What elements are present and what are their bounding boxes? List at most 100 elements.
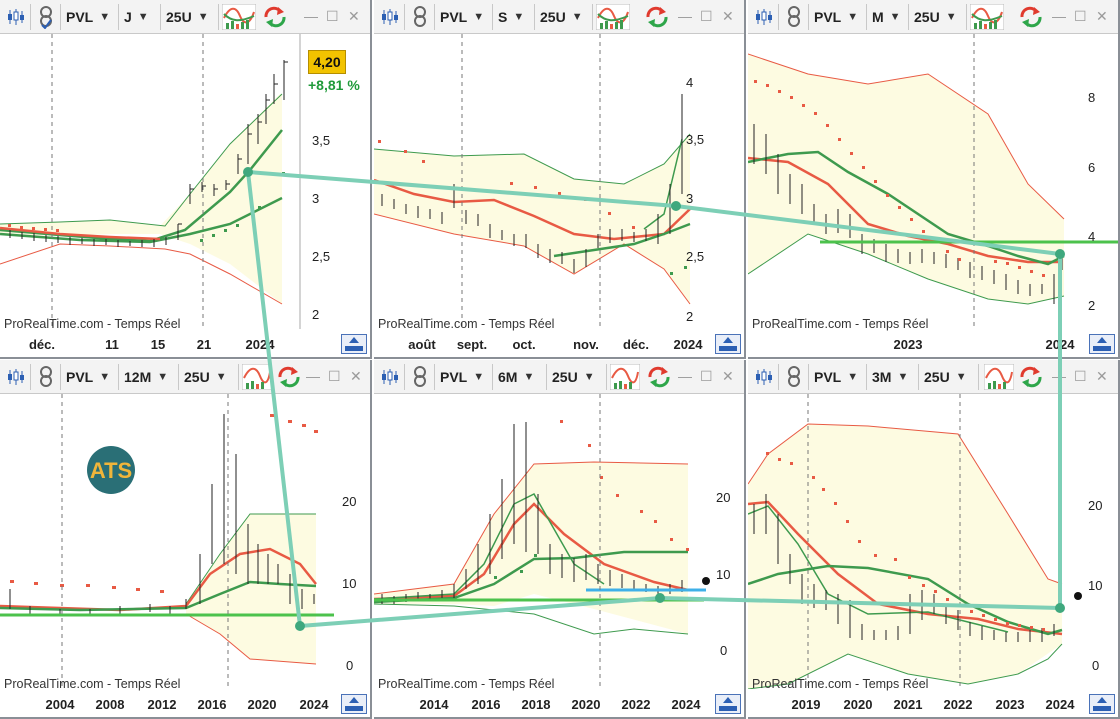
close-icon[interactable]: ✕: [348, 8, 360, 24]
close-icon[interactable]: ✕: [1096, 8, 1108, 24]
maximize-icon[interactable]: ☐: [700, 8, 713, 24]
link-icon[interactable]: [410, 3, 430, 30]
link-icon[interactable]: [784, 363, 804, 390]
price-chart[interactable]: 3,5 3 2,5 2: [0, 34, 370, 329]
close-icon[interactable]: ✕: [1096, 368, 1108, 384]
symbol-selector[interactable]: PVL ▼: [440, 363, 484, 390]
x-tick-label: 2020: [571, 697, 601, 712]
link-icon[interactable]: [410, 363, 430, 390]
maximize-icon[interactable]: ☐: [1074, 8, 1087, 24]
units-selector[interactable]: 25U ▼: [924, 363, 967, 390]
minimize-icon[interactable]: —: [306, 368, 320, 384]
indicators-icon[interactable]: [596, 3, 630, 30]
price-chart[interactable]: ATS 20 10 0: [0, 394, 370, 689]
symbol-selector[interactable]: PVL ▼: [66, 3, 110, 30]
minimize-icon[interactable]: —: [304, 8, 318, 24]
x-tick-label: 2023: [995, 697, 1025, 712]
panel-toolbar: PVL ▼ M ▼ 25U ▼ — ☐ ✕: [748, 0, 1118, 34]
period-label: M: [872, 8, 884, 25]
refresh-icon[interactable]: [644, 3, 670, 30]
maximize-icon[interactable]: ☐: [326, 8, 339, 24]
scroll-to-end-button[interactable]: [341, 694, 367, 714]
close-icon[interactable]: ✕: [722, 368, 734, 384]
maximize-icon[interactable]: ☐: [1074, 368, 1087, 384]
price-marker: [702, 577, 710, 585]
refresh-icon[interactable]: [262, 3, 288, 30]
units-selector[interactable]: 25U ▼: [552, 363, 595, 390]
period-selector[interactable]: S ▼: [498, 3, 524, 30]
chevron-down-icon: ▼: [897, 370, 909, 383]
price-chart[interactable]: 8 6 4 2: [748, 34, 1118, 329]
x-tick-label: déc.: [622, 337, 650, 352]
refresh-icon[interactable]: [276, 363, 300, 390]
period-selector[interactable]: M ▼: [872, 3, 901, 30]
minimize-icon[interactable]: —: [678, 368, 692, 384]
indicators-icon[interactable]: [970, 3, 1004, 30]
chevron-down-icon: ▼: [847, 370, 859, 383]
chevron-down-icon: ▼: [99, 10, 111, 23]
close-icon[interactable]: ✕: [722, 8, 734, 24]
x-tick-label: 2022: [943, 697, 973, 712]
period-selector[interactable]: 3M ▼: [872, 363, 908, 390]
symbol-selector[interactable]: PVL ▼: [814, 363, 858, 390]
scroll-to-end-button[interactable]: [1089, 334, 1115, 354]
symbol-selector[interactable]: PVL ▼: [440, 3, 484, 30]
refresh-icon[interactable]: [1018, 3, 1044, 30]
x-tick-label: 2016: [471, 697, 501, 712]
symbol-label: PVL: [440, 8, 468, 25]
units-selector[interactable]: 25U ▼: [184, 363, 227, 390]
scroll-to-end-button[interactable]: [715, 694, 741, 714]
period-selector[interactable]: 12M ▼: [124, 363, 168, 390]
chevron-down-icon: ▼: [889, 10, 901, 23]
y-tick-label: 20: [716, 490, 730, 505]
candlestick-icon[interactable]: [754, 3, 774, 30]
link-icon[interactable]: [36, 363, 56, 390]
candlestick-icon[interactable]: [380, 363, 400, 390]
symbol-selector[interactable]: PVL ▼: [814, 3, 858, 30]
refresh-icon[interactable]: [1018, 363, 1042, 390]
units-selector[interactable]: 25U ▼: [914, 3, 957, 30]
maximize-icon[interactable]: ☐: [328, 368, 341, 384]
minimize-icon[interactable]: —: [1052, 368, 1066, 384]
candlestick-icon[interactable]: [6, 363, 26, 390]
period-selector[interactable]: J ▼: [124, 3, 149, 30]
scroll-to-end-button[interactable]: [715, 334, 741, 354]
chevron-down-icon: ▼: [847, 10, 859, 23]
candlestick-icon[interactable]: [6, 3, 26, 30]
scroll-to-end-button[interactable]: [341, 334, 367, 354]
x-tick-label: 2024: [673, 337, 703, 352]
y-tick-label: 0: [720, 643, 727, 658]
minimize-icon[interactable]: —: [1052, 8, 1066, 24]
link-icon[interactable]: [36, 3, 56, 30]
refresh-icon[interactable]: [646, 363, 670, 390]
indicators-icon[interactable]: [222, 3, 256, 30]
panel-toolbar: PVL ▼ J ▼ 25U ▼ — ☐ ✕: [0, 0, 370, 34]
y-tick-label: 3,5: [686, 132, 704, 147]
units-selector[interactable]: 25U ▼: [166, 3, 209, 30]
price-chart[interactable]: 20 10 0: [374, 394, 744, 689]
symbol-label: PVL: [814, 8, 842, 25]
units-selector[interactable]: 25U ▼: [540, 3, 583, 30]
price-marker: [1074, 592, 1082, 600]
price-chart[interactable]: 20 10 0: [748, 394, 1118, 689]
period-label: S: [498, 8, 508, 25]
scroll-to-end-button[interactable]: [1089, 694, 1115, 714]
link-icon[interactable]: [784, 3, 804, 30]
indicators-icon[interactable]: [610, 363, 640, 390]
period-selector[interactable]: 6M ▼: [498, 363, 534, 390]
close-icon[interactable]: ✕: [350, 368, 362, 384]
price-chart[interactable]: 4 3,5 3 2,5 2: [374, 34, 744, 329]
candlestick-icon[interactable]: [754, 363, 774, 390]
candlestick-icon[interactable]: [380, 3, 400, 30]
indicators-icon[interactable]: [242, 363, 272, 390]
maximize-icon[interactable]: ☐: [700, 368, 713, 384]
indicators-icon[interactable]: [984, 363, 1014, 390]
symbol-selector[interactable]: PVL ▼: [66, 363, 110, 390]
minimize-icon[interactable]: —: [678, 8, 692, 24]
x-tick-label: 2024: [245, 337, 275, 352]
source-label: ProRealTime.com - Temps Réel: [4, 317, 181, 331]
panel-toolbar: PVL ▼ 3M ▼ 25U ▼ — ☐ ✕: [748, 360, 1118, 394]
x-tick-label: 2012: [147, 697, 177, 712]
chart-panel-weekly: PVL ▼ S ▼ 25U ▼ — ☐ ✕ 4 3,5 3 2,5 2 ProReal…: [374, 0, 746, 359]
y-tick-label: 0: [1092, 658, 1099, 673]
